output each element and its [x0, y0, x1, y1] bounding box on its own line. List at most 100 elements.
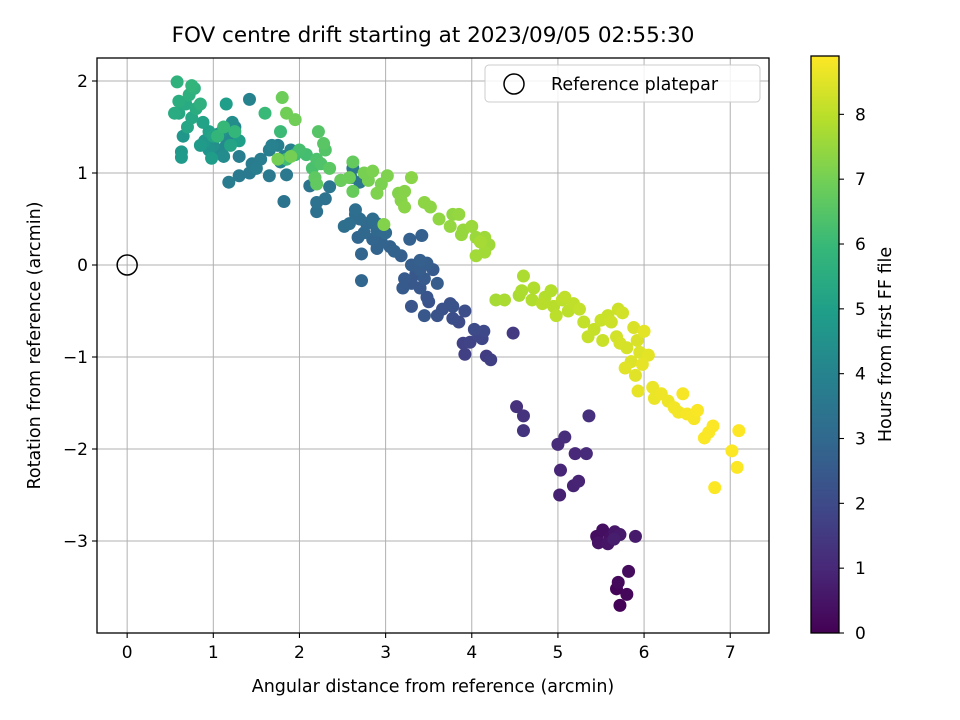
data-point [168, 106, 182, 120]
data-point [544, 284, 558, 298]
data-point [627, 321, 641, 335]
y-tick-label: 2 [77, 72, 88, 92]
data-point [430, 276, 444, 290]
x-tick-label: 3 [380, 643, 391, 663]
colorbar-ticks: 0 1 2 3 4 5 6 7 8 [839, 105, 866, 644]
data-point [232, 169, 246, 183]
data-point [484, 353, 498, 367]
y-tick-label: −3 [63, 532, 88, 552]
data-point [467, 322, 481, 336]
data-point [628, 368, 642, 382]
data-point [222, 175, 236, 189]
data-point [228, 125, 242, 139]
data-point [387, 244, 401, 258]
x-tick-label: 5 [553, 643, 564, 663]
data-point [604, 315, 618, 329]
data-point [554, 463, 568, 477]
y-axis-label: Rotation from reference (arcmin) [25, 202, 45, 490]
chart-title: FOV centre drift starting at 2023/09/05 … [172, 23, 695, 48]
data-point [452, 207, 466, 221]
data-point [558, 430, 572, 444]
data-point [262, 169, 276, 183]
data-point [558, 290, 572, 304]
data-point [354, 247, 368, 261]
data-point [572, 474, 586, 488]
data-point [458, 304, 472, 318]
data-point [413, 253, 427, 267]
data-point [420, 290, 434, 304]
data-point [174, 150, 188, 164]
colorbar-tick-label: 3 [855, 430, 866, 450]
data-point [613, 598, 627, 612]
data-point [611, 575, 625, 589]
data-point [725, 444, 739, 458]
data-point [415, 229, 429, 243]
colorbar-label: Hours from first FF file [876, 247, 896, 442]
y-tick-label: 1 [77, 164, 88, 184]
x-tick-label: 1 [208, 643, 219, 663]
data-point [620, 341, 634, 355]
colorbar-frame [810, 55, 840, 634]
data-point [275, 91, 289, 105]
legend-label: Reference platepar [551, 75, 719, 95]
data-point [535, 297, 549, 311]
data-point [616, 306, 630, 320]
data-point [473, 235, 487, 249]
data-point [249, 161, 263, 175]
data-point [193, 138, 207, 152]
colorbar-tick-label: 2 [855, 494, 866, 514]
axes-frame [96, 57, 770, 634]
data-point [446, 311, 460, 325]
data-point [465, 219, 479, 233]
data-point [630, 333, 644, 347]
data-point [587, 322, 601, 336]
data-point [346, 155, 360, 169]
data-point [516, 424, 530, 438]
colorbar-tick-label: 1 [855, 559, 866, 579]
x-tick-label: 2 [294, 643, 305, 663]
data-point [337, 219, 351, 233]
data-point [553, 488, 567, 502]
legend: Reference platepar [484, 64, 761, 103]
data-point [242, 92, 256, 106]
data-point [318, 192, 332, 206]
colorbar-tick-label: 0 [855, 624, 866, 644]
colorbar-tick-label: 5 [855, 300, 866, 320]
data-point [323, 161, 337, 175]
data-point [211, 129, 225, 143]
data-point [310, 177, 324, 191]
data-point [607, 532, 621, 546]
data-point [277, 195, 291, 209]
data-point [265, 138, 279, 152]
data-point [348, 203, 362, 217]
data-point [403, 232, 417, 246]
data-point [515, 284, 529, 298]
data-point [346, 184, 360, 198]
data-point [377, 218, 391, 232]
data-point [510, 400, 524, 414]
data-point [618, 361, 632, 375]
data-point [732, 424, 746, 438]
data-point [596, 333, 610, 347]
x-tick-label: 0 [122, 643, 133, 663]
data-point [525, 293, 539, 307]
data-point [641, 348, 655, 362]
scatter-points [168, 75, 746, 612]
data-point [637, 324, 651, 338]
axis-ticks: 0 1 2 3 4 5 6 7 −3 −2 −1 0 1 2 [63, 72, 736, 663]
data-point [205, 151, 219, 165]
x-axis-label: Angular distance from reference (arcmin) [252, 677, 615, 697]
data-point [170, 75, 184, 89]
data-point [446, 299, 460, 313]
data-point [432, 212, 446, 226]
data-point [323, 180, 337, 194]
data-point [366, 212, 380, 226]
data-point [568, 447, 582, 461]
data-point [430, 309, 444, 323]
data-point [288, 113, 302, 127]
y-tick-label: −1 [63, 348, 88, 368]
data-point [224, 138, 238, 152]
data-point [417, 309, 431, 323]
data-point [317, 137, 331, 151]
y-tick-label: 0 [77, 256, 88, 276]
